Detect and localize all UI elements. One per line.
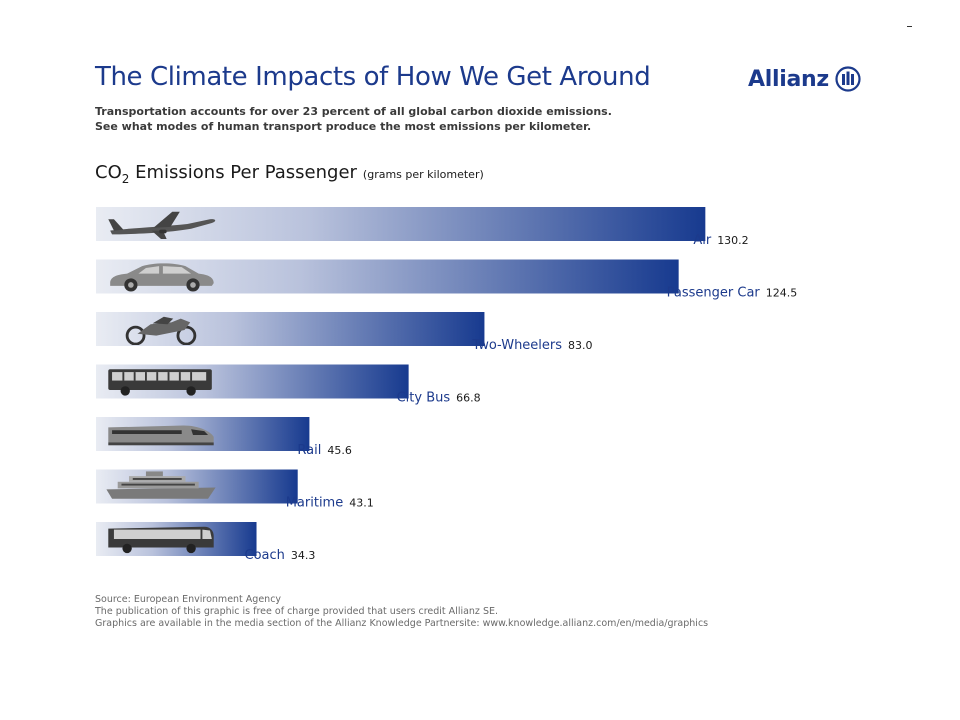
chart-heading-subscript: 2: [121, 172, 130, 186]
allianz-emblem-icon: [835, 66, 861, 92]
subtitle: Transportation accounts for over 23 perc…: [95, 104, 612, 134]
chart-heading-prefix: CO: [95, 162, 122, 183]
category-label-air: Air 130.2: [693, 233, 748, 248]
category-label-passenger-car: Passenger Car 124.5: [667, 286, 798, 301]
category-label-two-wheelers: Two-Wheelers 83.0: [471, 338, 592, 353]
allianz-logo: Allianz: [748, 66, 861, 92]
chart-heading-unit: (grams per kilometer): [362, 168, 484, 181]
value-label-city-bus: 66.8: [456, 392, 481, 405]
category-label-maritime: Maritime 43.1: [286, 496, 374, 511]
page-title: The Climate Impacts of How We Get Around: [95, 62, 651, 92]
footer-link: Graphics are available in the media sect…: [95, 618, 709, 629]
logo-text: Allianz: [748, 66, 829, 92]
category-label-coach: Coach 34.3: [245, 548, 316, 563]
value-label-coach: 34.3: [291, 549, 316, 562]
chart-heading: CO2 Emissions Per Passenger (grams per ki…: [95, 162, 484, 186]
category-label-city-bus: City Bus 66.8: [397, 391, 481, 406]
subtitle-line: Transportation accounts for over 23 perc…: [95, 105, 612, 118]
footer-source: Source: European Environment Agency: [95, 594, 282, 605]
train-icon: [108, 425, 214, 446]
chart-heading-main: Emissions Per Passenger: [129, 162, 357, 183]
value-label-rail: 45.6: [327, 444, 352, 457]
bars-group: Air 130.2 Passenger Car 124.5 Two-Wheelers 83…: [96, 207, 797, 563]
footer-credit: The publication of this graphic is free …: [95, 606, 498, 617]
category-label-rail: Rail 45.6: [297, 443, 351, 458]
value-label-two-wheelers: 83.0: [568, 339, 593, 352]
corner-mark: [907, 26, 912, 27]
subtitle-line: See what modes of human transport produc…: [95, 120, 592, 133]
footer-notes: Source: European Environment Agency The …: [95, 594, 708, 630]
value-label-air: 130.2: [717, 234, 749, 247]
value-label-maritime: 43.1: [349, 497, 374, 510]
value-label-passenger-car: 124.5: [766, 287, 798, 300]
